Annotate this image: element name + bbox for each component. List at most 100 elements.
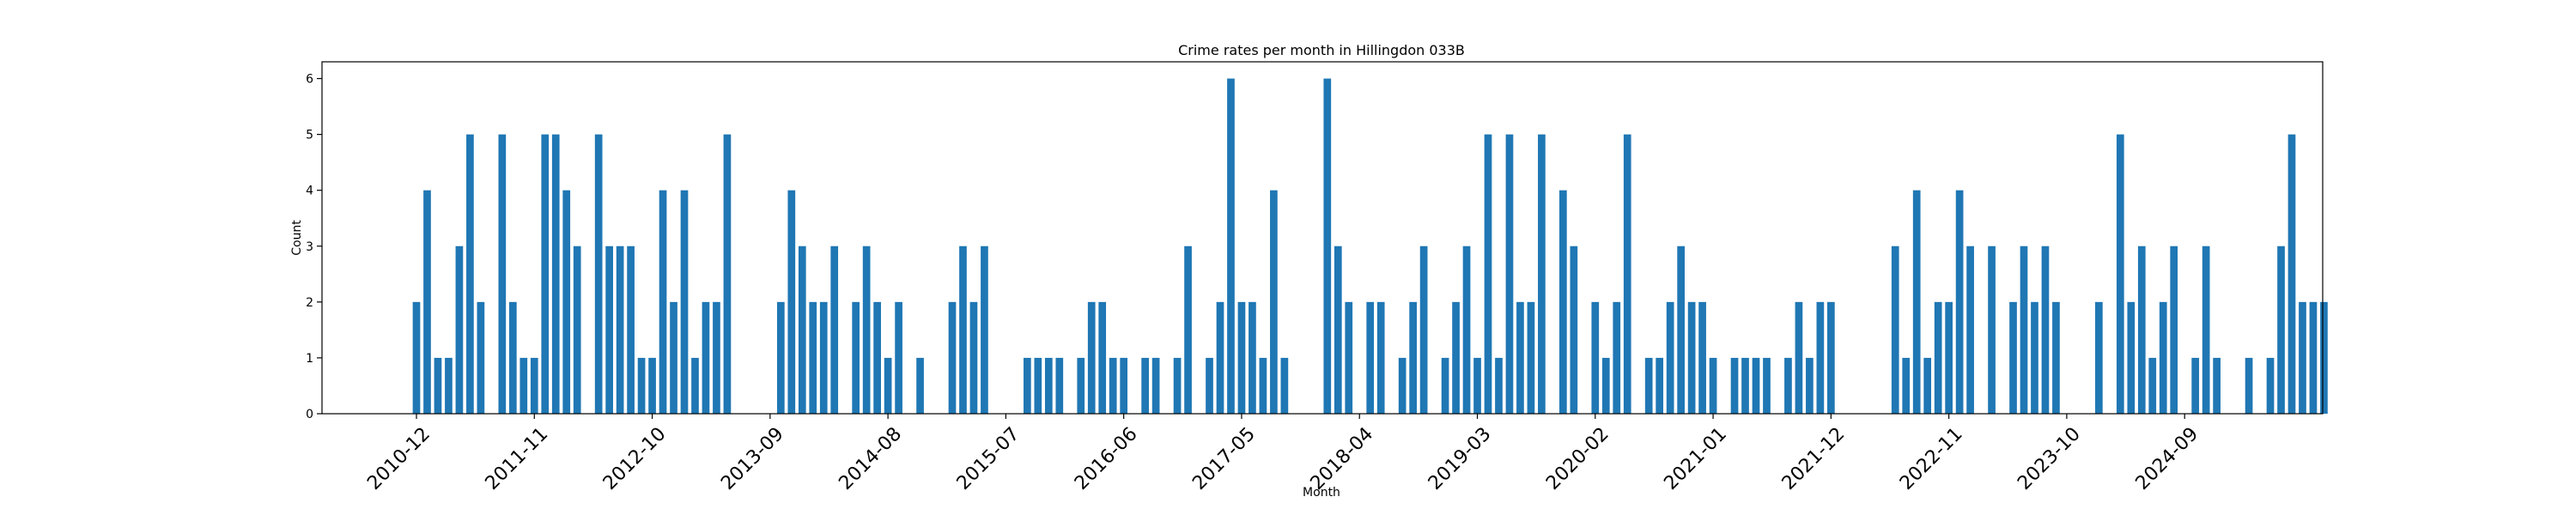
bar (1955, 190, 1964, 414)
bar (594, 134, 603, 414)
bar (498, 134, 507, 414)
bar (2320, 301, 2328, 414)
bar (1912, 190, 1921, 414)
bar (1923, 357, 1932, 414)
x-tick-label: 2013-09 (717, 423, 788, 494)
bar (862, 245, 871, 414)
bar (2020, 245, 2028, 414)
y-tick-label: 0 (306, 408, 313, 421)
bar (616, 245, 624, 414)
bar (1741, 357, 1749, 414)
bar (1334, 245, 1342, 414)
bar (2213, 357, 2221, 414)
bar (2277, 245, 2285, 414)
x-tick-label: 2011-11 (482, 423, 553, 494)
bar (981, 245, 988, 414)
bar (873, 301, 881, 414)
bar (1656, 357, 1664, 414)
bar (1934, 301, 1942, 414)
bar (2137, 245, 2146, 414)
bar (1034, 357, 1042, 414)
bar (1988, 245, 1996, 414)
bar (1109, 357, 1117, 414)
bar (434, 357, 442, 414)
bar (1891, 245, 1899, 414)
bar (1055, 357, 1064, 414)
bar (1024, 357, 1031, 414)
bar (1323, 78, 1332, 415)
bar (1141, 357, 1149, 414)
bar (2116, 134, 2124, 414)
y-tick-label: 1 (306, 352, 313, 366)
bar (2009, 301, 2017, 414)
y-tick-label: 6 (306, 73, 313, 87)
bar (2127, 301, 2136, 414)
bar (1559, 190, 1567, 414)
bar (1376, 301, 1385, 414)
bar (519, 357, 528, 414)
bar (959, 245, 967, 414)
bar (573, 245, 581, 414)
bar (1249, 301, 1256, 414)
bar (1527, 301, 1535, 414)
bar (1270, 190, 1278, 414)
bar (819, 301, 828, 414)
bar (551, 134, 560, 414)
bar (1441, 357, 1449, 414)
bar (637, 357, 646, 414)
bar (1484, 134, 1492, 414)
bar (1366, 301, 1375, 414)
bar (1644, 357, 1653, 414)
y-tick-label: 5 (306, 129, 313, 142)
bar (1462, 245, 1471, 414)
bar (1280, 357, 1289, 414)
x-tick-label: 2012-10 (599, 423, 671, 494)
x-tick-label: 2023-10 (2014, 423, 2085, 494)
bar (1806, 357, 1814, 414)
bar (541, 134, 550, 414)
bar (1687, 301, 1696, 414)
plot-area-frame (321, 61, 2324, 415)
x-tick-label: 2015-07 (953, 423, 1024, 494)
bar (1698, 301, 1706, 414)
bar (1763, 357, 1771, 414)
y-tick-label: 3 (306, 240, 313, 254)
x-tick-label: 2016-06 (1071, 423, 1142, 494)
bar (423, 190, 431, 414)
bar (1345, 301, 1353, 414)
bar (412, 301, 421, 414)
bar (1495, 357, 1503, 414)
bar (1816, 301, 1825, 414)
x-axis: 2010-12 2011-11 2012-10 2013-09 2014-08 2015-… (363, 414, 2202, 494)
x-tick-label: 2014-08 (835, 423, 906, 494)
bar (2031, 301, 2038, 414)
bar (2041, 245, 2050, 414)
bar (2170, 245, 2178, 414)
bar (1098, 301, 1107, 414)
bar (1184, 245, 1192, 414)
bar (455, 245, 464, 414)
bar (1087, 301, 1096, 414)
y-tick-label: 2 (306, 296, 313, 310)
bar (1419, 245, 1428, 414)
bar (895, 301, 902, 414)
bar (852, 301, 860, 414)
bar (1452, 301, 1460, 414)
bar (562, 190, 571, 414)
bar (627, 245, 635, 414)
bar (1677, 245, 1685, 414)
bar (1966, 245, 1974, 414)
x-tick-label: 2020-02 (1542, 423, 1613, 494)
bar (884, 357, 892, 414)
bar (809, 301, 817, 414)
bar (648, 357, 656, 414)
bar (830, 245, 839, 414)
x-tick-label: 2024-09 (2132, 423, 2203, 494)
x-tick-label: 2022-11 (1896, 423, 1967, 494)
bar (2202, 245, 2210, 414)
bar (2309, 301, 2318, 414)
bar (2287, 134, 2296, 414)
x-tick-label: 2021-12 (1778, 423, 1850, 494)
x-tick-label: 2010-12 (363, 423, 434, 494)
bar (1795, 301, 1803, 414)
